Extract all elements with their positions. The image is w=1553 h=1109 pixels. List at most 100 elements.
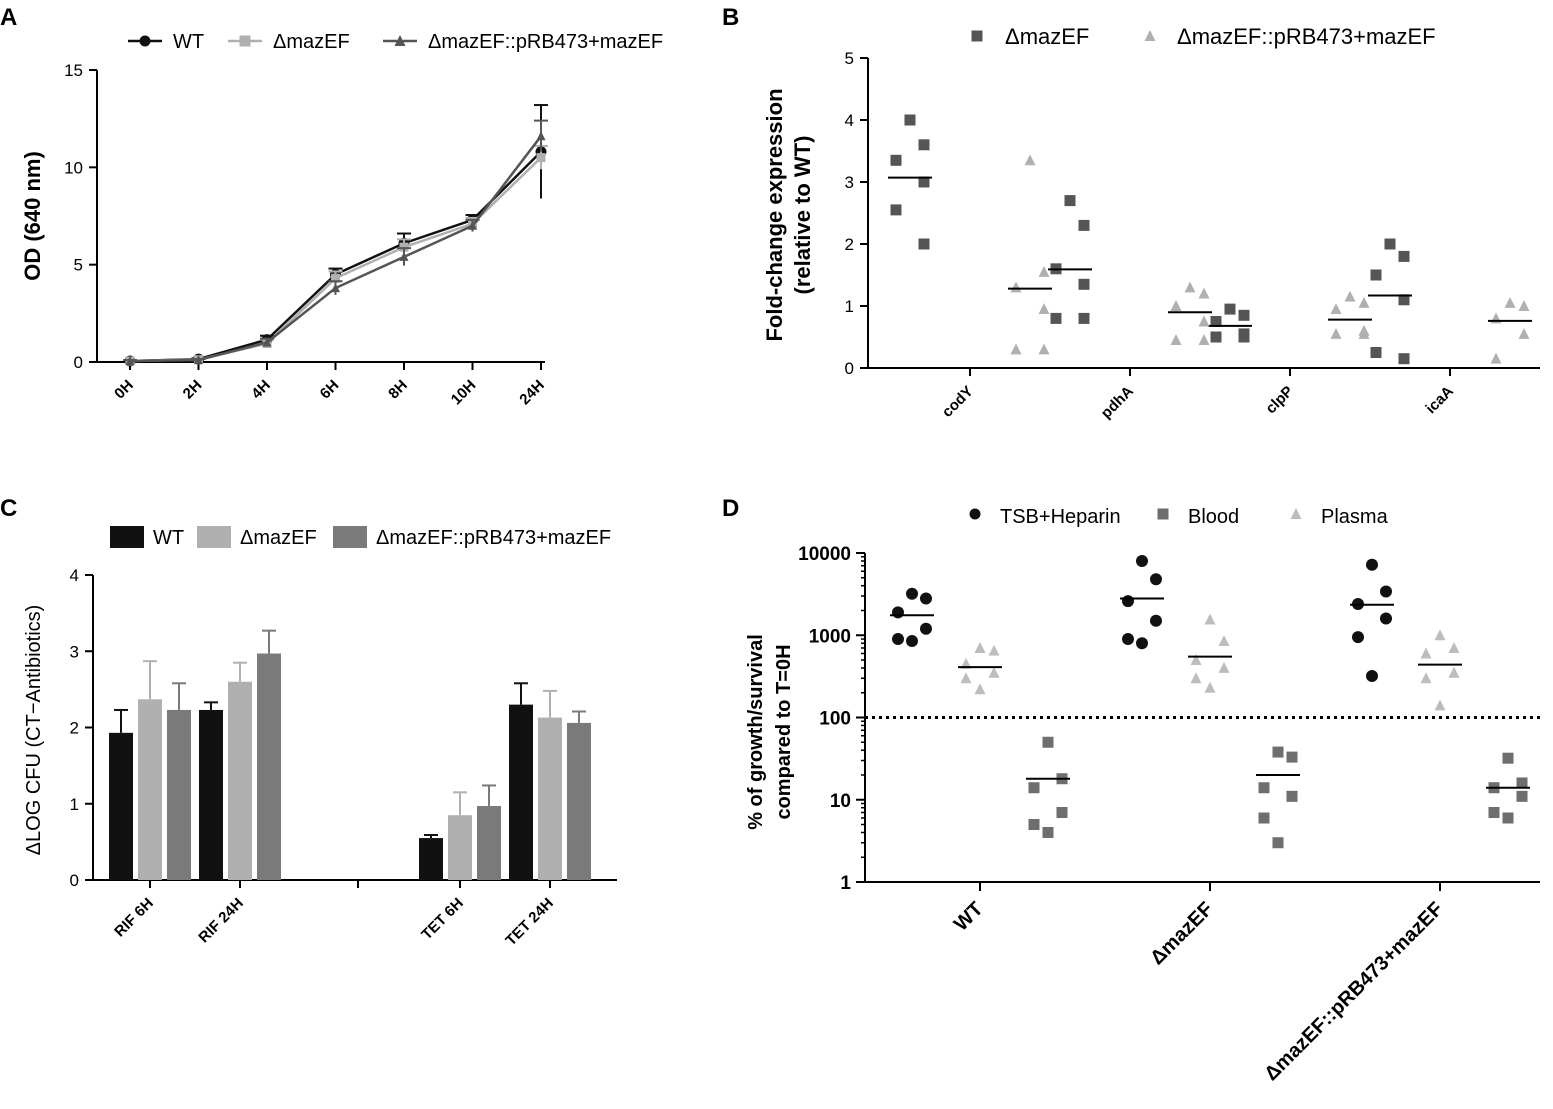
c-y-tick-label: 2 [70,719,79,738]
a-y-tick-label: 0 [74,353,83,372]
b-data-point [1358,327,1370,339]
a-x-tick-label: 8H [385,377,411,403]
b-data-point [1170,300,1182,311]
b-data-point [1038,343,1050,355]
b-data-point [904,114,916,126]
b-legend-marker [971,30,983,42]
a-x-tick-label: 10H [448,377,479,408]
b-data-point [1518,300,1530,311]
b-data-point [1238,331,1250,343]
a-data-point [125,355,135,366]
d-data-point [1204,613,1216,625]
c-y-tick-label: 3 [70,642,79,661]
d-y-tick-label: 100 [819,709,851,730]
b-data-point [1210,316,1222,327]
d-y-tick-label: 10000 [798,544,851,565]
b-legend-marker [1144,30,1156,41]
a-y-tick-label: 5 [74,256,83,275]
b-data-point [1210,331,1222,343]
c-x-tick-label: TET 6H [418,895,467,944]
d-y-tick-label: 1000 [809,626,851,647]
b-y-tick-label: 1 [845,297,854,316]
a-legend-label: WT [173,31,204,53]
panel-label-b: B [722,4,739,31]
b-y-tick-label: 5 [845,49,854,68]
d-data-point [1286,790,1298,802]
b-y-tick-label: 0 [845,359,854,378]
c-legend-label: ΔmazEF::pRB473+mazEF [376,527,611,549]
b-y-tick-label: 3 [845,173,854,192]
d-data-point [1516,790,1528,802]
b-y-axis-label-line1: Fold-change expression [762,88,787,341]
b-data-point [1238,309,1250,321]
d-data-point [988,644,1000,656]
d-legend-marker [969,508,981,520]
d-data-point [1420,672,1432,684]
d-x-tick-label: ΔmazEF [1146,898,1217,969]
d-data-point [1352,631,1364,644]
d-data-point [1218,662,1230,673]
d-data-point [1502,752,1514,764]
c-x-tick-label: TET 24H [502,895,556,949]
b-data-point [1038,265,1050,277]
d-data-point [1502,812,1514,824]
d-data-point [974,683,986,695]
b-data-point [1078,219,1090,231]
c-y-tick-label: 1 [70,795,79,814]
d-data-point [1448,666,1460,678]
d-data-point [892,633,904,646]
b-data-point [1024,154,1036,166]
d-data-point [1516,777,1528,789]
a-x-tick-label: 4H [248,377,274,403]
b-data-point [1398,294,1410,306]
d-data-point [1042,826,1054,838]
c-bar [567,722,591,880]
c-bar [419,838,443,880]
d-y-axis-label-line1: % of growth/survival [745,634,767,830]
b-data-point [1064,195,1076,207]
d-data-point [1380,612,1392,625]
d-legend-label: TSB+Heparin [1000,506,1121,528]
a-legend-marker [394,35,406,46]
b-data-point [1384,238,1396,250]
d-x-tick-label: WT [950,898,988,936]
a-data-point [399,251,409,261]
d-data-point [974,642,986,653]
d-y-tick-label: 10 [830,791,851,812]
d-data-point [892,606,904,619]
d-data-point [1272,746,1284,758]
d-data-point [920,592,932,605]
b-data-point [1370,347,1382,358]
b-data-point [1330,327,1342,339]
d-y-axis-label-line2: compared to T=0H [773,644,795,819]
a-data-point [468,220,477,230]
c-bar [228,681,252,880]
d-data-point [1448,642,1460,653]
d-data-point [920,622,932,635]
d-data-point [988,666,1000,678]
b-data-point [1518,327,1530,339]
a-legend-marker [239,35,251,47]
a-legend-label: ΔmazEF [273,31,350,53]
c-bar [538,717,562,880]
b-data-point [1358,296,1370,308]
a-y-tick-label: 10 [64,158,83,177]
d-data-point [1056,806,1068,818]
panel-label-d: D [722,495,739,522]
d-legend-marker [1290,508,1302,519]
b-data-point [1038,303,1050,315]
b-data-point [1198,287,1210,299]
b-data-point [1198,315,1210,327]
a-data-point [536,153,546,163]
c-bar [109,732,133,880]
b-data-point [918,139,930,151]
d-data-point [1420,647,1432,659]
c-y-tick-label: 0 [70,871,79,890]
d-data-point [1434,629,1446,641]
a-y-tick-label: 15 [64,61,83,80]
panel-label-c: C [0,495,17,522]
c-bar [199,709,223,880]
d-data-point [1190,672,1202,684]
b-x-tick-label: clpP [1262,383,1296,417]
